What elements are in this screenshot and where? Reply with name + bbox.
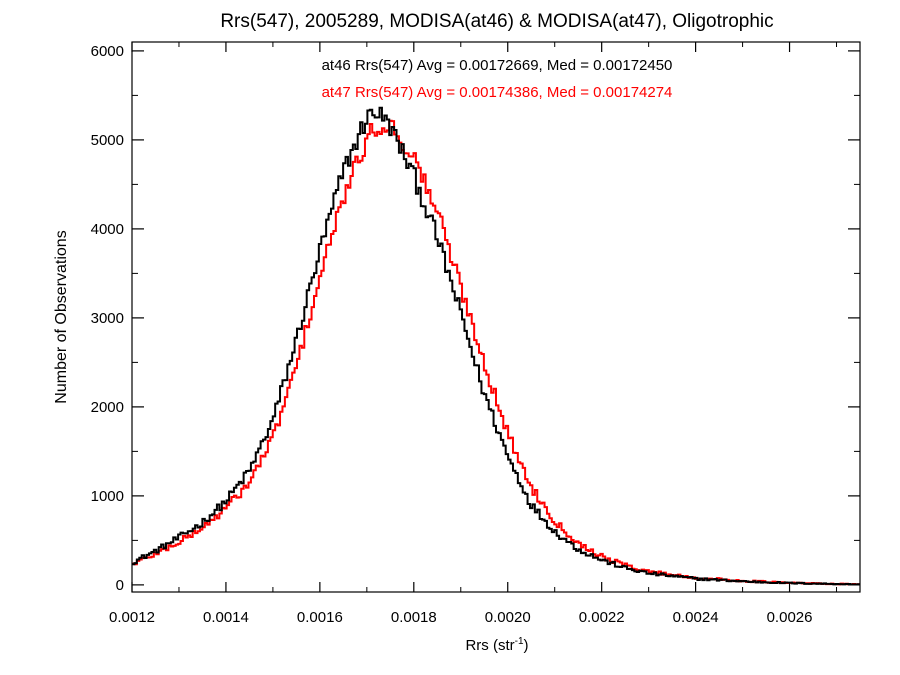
x-tick-label: 0.0012 bbox=[109, 609, 155, 626]
ticks-layer: 0.0012 0.0014 0.0016 0.0018 0.0020 0.0022 0.00… bbox=[91, 42, 860, 626]
y-tick-label: 4000 bbox=[91, 221, 124, 238]
x-axis-label-exponent: -1 bbox=[515, 636, 524, 647]
plot-frame bbox=[131, 41, 861, 593]
y-tick-label: 3000 bbox=[91, 310, 124, 327]
y-tick-label: 6000 bbox=[91, 43, 124, 60]
y-tick-label: 2000 bbox=[91, 399, 124, 416]
y-tick-label: 1000 bbox=[91, 488, 124, 505]
annotation-at47: at47 Rrs(547) Avg = 0.00174386, Med = 0.… bbox=[322, 84, 673, 101]
x-tick-label: 0.0026 bbox=[767, 609, 813, 626]
x-tick-label: 0.0016 bbox=[297, 609, 343, 626]
annotation-at46: at46 Rrs(547) Avg = 0.00172669, Med = 0.… bbox=[322, 57, 673, 74]
x-tick-label: 0.0018 bbox=[391, 609, 437, 626]
chart-title: Rrs(547), 2005289, MODISA(at46) & MODISA… bbox=[220, 11, 773, 32]
x-tick-label: 0.0022 bbox=[579, 609, 625, 626]
y-axis-label: Number of Observations bbox=[53, 230, 70, 403]
x-tick-label: 0.0024 bbox=[673, 609, 719, 626]
y-tick-label: 0 bbox=[116, 577, 124, 594]
series-line-0 bbox=[132, 106, 860, 586]
x-axis-label-close: ) bbox=[524, 637, 529, 654]
x-tick-label: 0.0020 bbox=[485, 609, 531, 626]
y-tick-label: 5000 bbox=[91, 132, 124, 149]
x-axis-label: Rrs (str-1) bbox=[465, 636, 528, 654]
series-layer bbox=[132, 106, 860, 586]
x-axis-label-main: Rrs (str bbox=[465, 637, 514, 654]
series-line-1 bbox=[132, 119, 860, 586]
x-tick-label: 0.0014 bbox=[203, 609, 249, 626]
